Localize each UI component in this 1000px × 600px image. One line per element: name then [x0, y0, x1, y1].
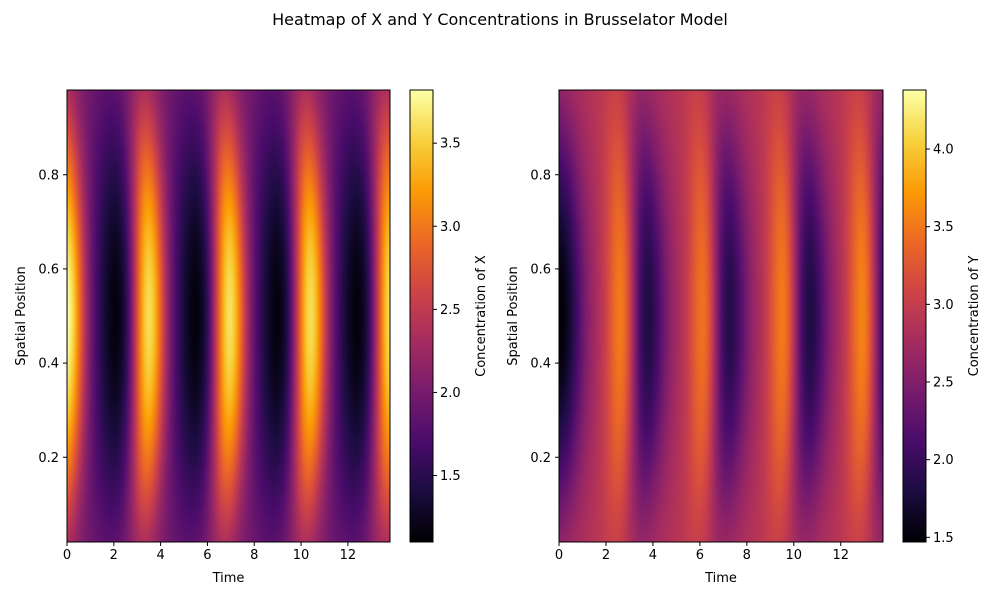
x-tick-label: 10	[786, 548, 803, 563]
colorbar-tick-label: 2.0	[440, 386, 461, 401]
panel-y-heatmap: 0 2 4 6 8 10 12 0.2 0.4 0.6 0.8 Time Spatial Posi…	[506, 89, 982, 586]
y-axis-label-x: Spatial Position	[14, 266, 29, 366]
colorbar-tick-label: 3.0	[440, 220, 461, 235]
plot-frame-x	[66, 89, 391, 543]
colorbar-ticks-x: 1.5 2.0 2.5 3.0 3.5	[433, 137, 461, 484]
colorbar-tick-label: 3.5	[933, 220, 954, 235]
plot-frame-y	[558, 89, 884, 543]
y-tick-label: 0.4	[38, 357, 59, 372]
colorbar-tick-label: 2.0	[933, 453, 954, 468]
x-axis-label-x: Time	[212, 571, 245, 586]
y-tick-label: 0.2	[530, 451, 551, 466]
colorbar-tick-label: 4.0	[933, 143, 954, 158]
colorbar-tick-label: 3.0	[933, 298, 954, 313]
colorbar-tick-label: 3.5	[440, 137, 461, 152]
x-axis-label-y: Time	[704, 571, 737, 586]
x-tick-label: 8	[743, 548, 751, 563]
y-axis-ticks-y: 0.2 0.4 0.6 0.8	[530, 168, 559, 466]
heatmap-y-image	[559, 90, 883, 542]
colorbar-x-gradient	[410, 90, 433, 542]
colorbar-frame-x	[409, 89, 434, 543]
y-tick-label: 0.6	[530, 262, 551, 277]
x-tick-label: 2	[110, 548, 118, 563]
x-tick-label: 4	[156, 548, 164, 563]
colorbar-label-y: Concentration of Y	[967, 256, 982, 377]
colorbar-tick-label: 2.5	[440, 303, 461, 318]
x-axis-ticks-x: 0 2 4 6 8 10 12	[63, 542, 356, 563]
colorbar-y-gradient	[903, 90, 926, 542]
x-axis-ticks-y: 0 2 4 6 8 10 12	[555, 542, 849, 563]
x-tick-label: 8	[250, 548, 258, 563]
x-tick-label: 12	[340, 548, 357, 563]
y-tick-label: 0.6	[38, 262, 59, 277]
x-tick-label: 4	[649, 548, 657, 563]
y-axis-ticks-x: 0.2 0.4 0.6 0.8	[38, 168, 67, 466]
y-axis-label-y: Spatial Position	[506, 266, 521, 366]
colorbar-label-x: Concentration of X	[474, 255, 489, 377]
y-tick-label: 0.8	[38, 168, 59, 183]
x-tick-label: 0	[63, 548, 71, 563]
x-tick-label: 0	[555, 548, 563, 563]
y-tick-label: 0.4	[530, 357, 551, 372]
x-tick-label: 6	[696, 548, 704, 563]
y-tick-label: 0.8	[530, 168, 551, 183]
heatmap-x-image	[67, 90, 390, 542]
colorbar-frame-y	[902, 89, 927, 543]
panel-x-heatmap: 0 2 4 6 8 10 12 0.2 0.4 0.6 0.8 Time Spatial Posi…	[14, 89, 489, 586]
colorbar-ticks-y: 1.5 2.0 2.5 3.0 3.5 4.0	[926, 143, 954, 546]
colorbar-tick-label: 1.5	[933, 531, 954, 546]
colorbar-tick-label: 2.5	[933, 376, 954, 391]
y-tick-label: 0.2	[38, 451, 59, 466]
x-tick-label: 6	[203, 548, 211, 563]
figure-title: Heatmap of X and Y Concentrations in Bru…	[272, 10, 728, 29]
x-tick-label: 10	[293, 548, 310, 563]
x-tick-label: 12	[832, 548, 849, 563]
colorbar-tick-label: 1.5	[440, 469, 461, 484]
x-tick-label: 2	[602, 548, 610, 563]
